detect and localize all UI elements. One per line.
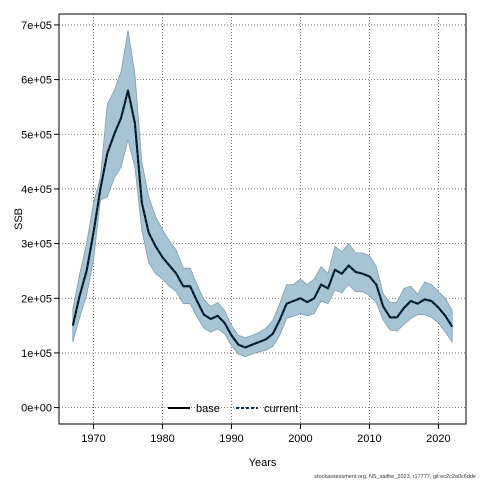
x-axis-label: Years [249, 457, 277, 469]
y-tick-label: 6e+05 [21, 75, 52, 87]
y-tick-label: 7e+05 [21, 20, 52, 32]
series-line-current [71, 89, 454, 349]
footer-credit: stockassessment.org, NS_saithe_2023, r17… [314, 474, 476, 480]
x-tick-label: 1970 [81, 433, 105, 445]
x-tick-label: 2020 [426, 433, 450, 445]
y-axis-label: SSB [13, 208, 25, 230]
confidence-band [72, 30, 453, 358]
y-tick-label: 1e+05 [21, 348, 52, 360]
plot-frame [58, 13, 467, 425]
y-axis: 0e+00 1e+05 2e+05 3e+05 4e+05 5e+05 6e+05 7e+05 [21, 20, 59, 415]
x-tick-label: 1990 [219, 433, 243, 445]
x-tick-label: 1980 [150, 433, 174, 445]
confidence-band-layer [72, 30, 453, 358]
y-tick-label: 5e+05 [21, 129, 52, 141]
y-tick-label: 4e+05 [21, 184, 52, 196]
x-axis: 1970 1980 1990 2000 2010 2020 [81, 424, 451, 445]
legend-base-label: base [196, 403, 220, 415]
y-tick-label: 2e+05 [21, 293, 52, 305]
legend: base current [168, 403, 298, 415]
gridlines [59, 14, 466, 424]
x-tick-label: 2010 [357, 433, 381, 445]
series-lines [71, 89, 454, 349]
legend-current-label: current [264, 403, 298, 415]
x-tick-label: 2000 [288, 433, 312, 445]
y-tick-label: 3e+05 [21, 239, 52, 251]
y-tick-label: 0e+00 [21, 403, 52, 415]
